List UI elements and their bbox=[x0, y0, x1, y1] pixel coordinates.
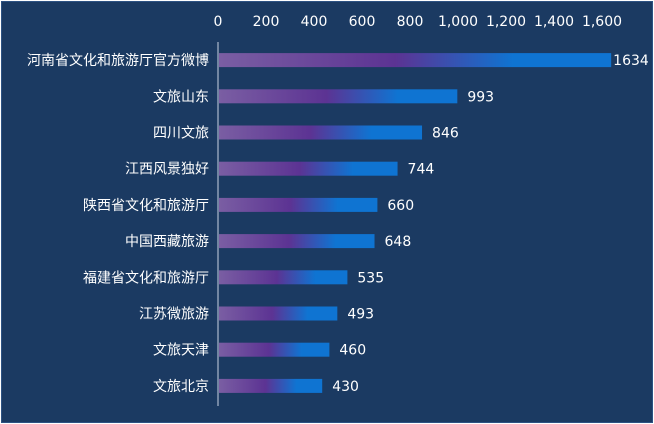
category-label: 中国西藏旅游 bbox=[125, 234, 209, 250]
bar bbox=[219, 234, 375, 249]
bar bbox=[219, 89, 458, 104]
bar bbox=[219, 306, 338, 321]
data-label: 846 bbox=[432, 126, 459, 142]
x-tick-label: 800 bbox=[397, 14, 424, 30]
bar bbox=[219, 270, 348, 285]
data-label: 460 bbox=[339, 343, 366, 359]
category-label: 陕西省文化和旅游厅 bbox=[83, 198, 209, 214]
category-label: 福建省文化和旅游厅 bbox=[83, 270, 209, 286]
bar bbox=[219, 378, 323, 393]
x-tick-label: 400 bbox=[301, 14, 328, 30]
x-tick-label: 1,600 bbox=[582, 14, 622, 30]
bar bbox=[219, 125, 423, 140]
data-label: 744 bbox=[408, 162, 435, 178]
category-label: 江苏微旅游 bbox=[139, 307, 209, 323]
category-label: 文旅山东 bbox=[153, 89, 209, 105]
category-label: 河南省文化和旅游厅官方微博 bbox=[27, 52, 209, 69]
bar bbox=[219, 53, 612, 68]
category-label: 文旅北京 bbox=[153, 379, 209, 395]
category-label: 四川文旅 bbox=[153, 126, 209, 142]
x-tick-label: 1,000 bbox=[438, 14, 478, 30]
data-label: 493 bbox=[347, 307, 374, 323]
data-label: 648 bbox=[385, 234, 412, 250]
category-label: 江西风景独好 bbox=[125, 162, 209, 178]
x-tick-label: 600 bbox=[349, 14, 376, 30]
x-tick-label: 1,200 bbox=[486, 14, 526, 30]
category-label: 文旅天津 bbox=[153, 343, 209, 359]
x-tick-label: 1,400 bbox=[534, 14, 574, 30]
x-tick-label: 200 bbox=[253, 14, 280, 30]
data-label: 535 bbox=[357, 270, 384, 286]
bar bbox=[219, 197, 378, 212]
data-label: 993 bbox=[467, 89, 494, 105]
bar bbox=[219, 342, 330, 357]
data-label: 660 bbox=[387, 198, 414, 214]
x-tick-label: 0 bbox=[214, 14, 223, 30]
data-label: 1634 bbox=[613, 53, 649, 69]
data-label: 430 bbox=[332, 379, 359, 395]
bar bbox=[219, 161, 398, 176]
